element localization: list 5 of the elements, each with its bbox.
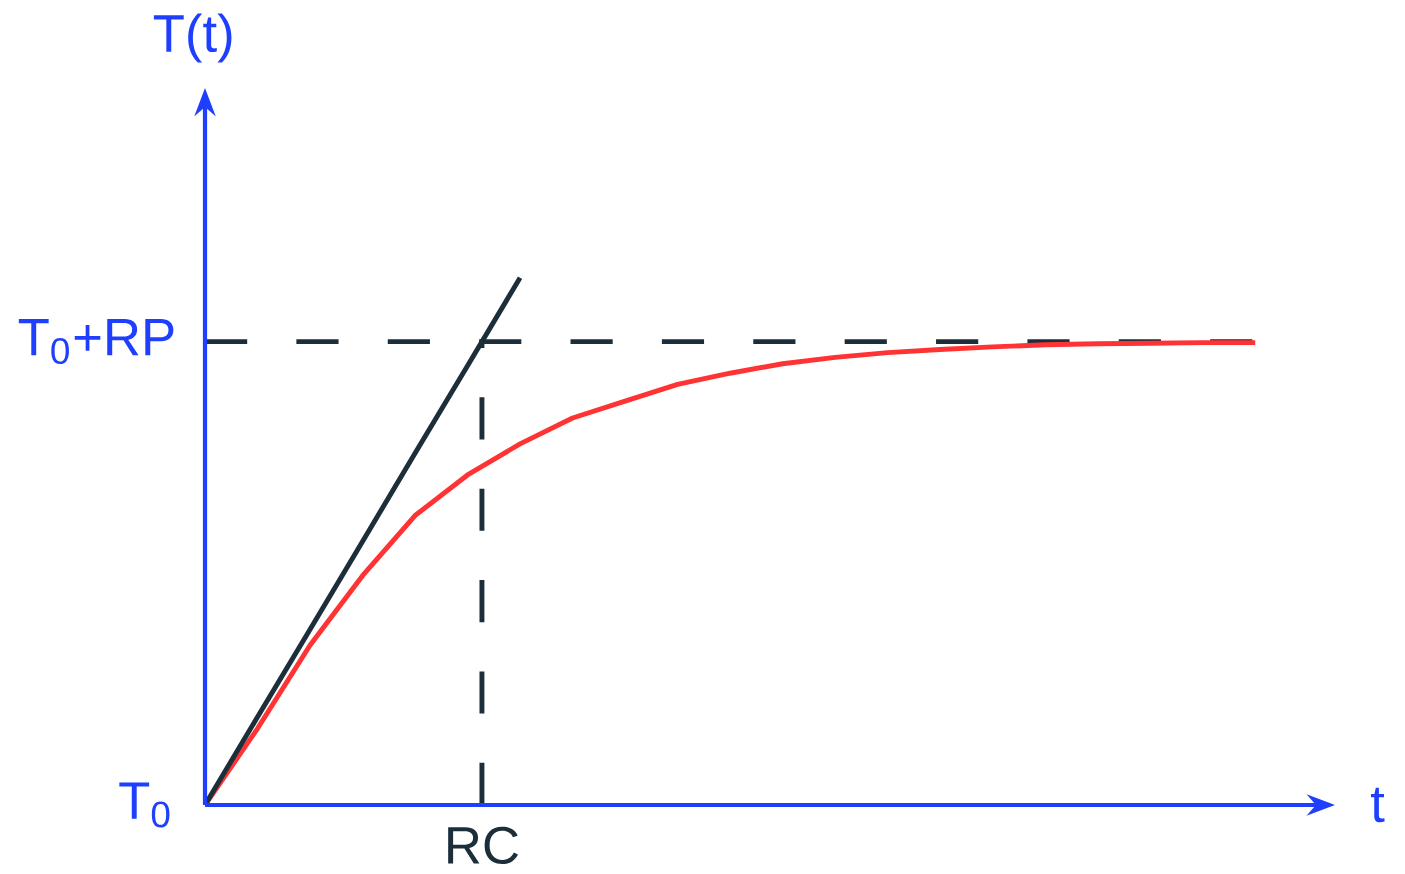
ref-line-label: T$_{0}$+RP: [18, 319, 174, 365]
y-axis-title: T(t): [153, 13, 232, 63]
text: T$_{0}$: [119, 782, 170, 828]
x-axis-title: t: [1371, 787, 1385, 823]
text: RC: [448, 826, 518, 865]
